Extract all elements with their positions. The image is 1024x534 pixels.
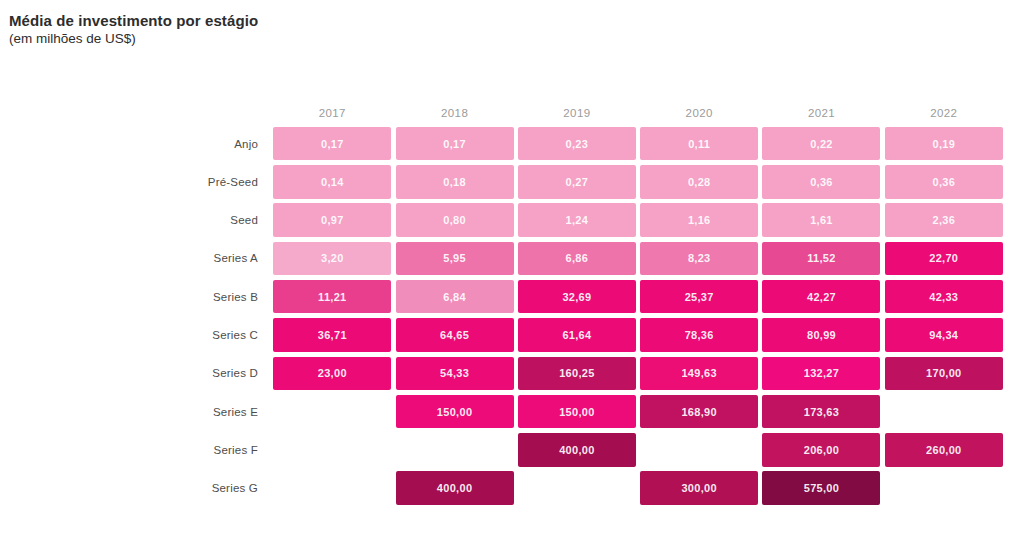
empty-cell-series-g-2017 [273,471,391,505]
cell-series-a-2018: 5,95 [396,242,514,276]
cell-anjo-2022: 0,19 [885,127,1003,161]
heatmap-grid: 201720182019202020212022Anjo0,170,170,23… [10,104,1003,505]
cell-pr-seed-2018: 0,18 [396,165,514,199]
column-header-2019: 2019 [518,104,636,122]
chart-subtitle: (em milhões de US$) [9,31,258,46]
row-label-series-g: Series G [10,471,269,505]
cell-series-f-2019: 400,00 [518,433,636,467]
column-header-2018: 2018 [396,104,514,122]
row-label-series-d: Series D [10,357,269,391]
cell-series-b-2017: 11,21 [273,280,391,314]
cell-series-c-2022: 94,34 [885,318,1003,352]
cell-series-a-2020: 8,23 [640,242,758,276]
empty-cell-series-g-2022 [885,471,1003,505]
column-header-2022: 2022 [885,104,1003,122]
cell-seed-2020: 1,16 [640,203,758,237]
row-label-anjo: Anjo [10,127,269,161]
empty-cell-series-e-2022 [885,395,1003,429]
cell-series-g-2018: 400,00 [396,471,514,505]
cell-pr-seed-2021: 0,36 [762,165,880,199]
cell-series-g-2020: 300,00 [640,471,758,505]
empty-cell-series-f-2017 [273,433,391,467]
cell-pr-seed-2020: 0,28 [640,165,758,199]
cell-anjo-2017: 0,17 [273,127,391,161]
empty-cell-series-f-2018 [396,433,514,467]
cell-series-b-2020: 25,37 [640,280,758,314]
cell-series-c-2019: 61,64 [518,318,636,352]
cell-series-a-2021: 11,52 [762,242,880,276]
cell-anjo-2018: 0,17 [396,127,514,161]
empty-cell-series-f-2020 [640,433,758,467]
cell-seed-2017: 0,97 [273,203,391,237]
cell-series-f-2022: 260,00 [885,433,1003,467]
cell-series-d-2017: 23,00 [273,357,391,391]
row-label-series-e: Series E [10,395,269,429]
cell-series-b-2021: 42,27 [762,280,880,314]
cell-series-e-2018: 150,00 [396,395,514,429]
cell-series-e-2021: 173,63 [762,395,880,429]
row-label-seed: Seed [10,203,269,237]
row-label-series-a: Series A [10,242,269,276]
cell-series-a-2019: 6,86 [518,242,636,276]
cell-series-b-2022: 42,33 [885,280,1003,314]
cell-pr-seed-2017: 0,14 [273,165,391,199]
column-header-2021: 2021 [762,104,880,122]
cell-series-c-2020: 78,36 [640,318,758,352]
grid-corner-spacer [10,104,269,122]
cell-series-e-2019: 150,00 [518,395,636,429]
cell-series-d-2022: 170,00 [885,357,1003,391]
column-header-2017: 2017 [273,104,391,122]
cell-series-c-2021: 80,99 [762,318,880,352]
cell-series-d-2018: 54,33 [396,357,514,391]
cell-series-d-2020: 149,63 [640,357,758,391]
cell-series-g-2021: 575,00 [762,471,880,505]
cell-anjo-2019: 0,23 [518,127,636,161]
title-block: Média de investimento por estágio (em mi… [9,12,258,46]
row-label-pr-seed: Pré-Seed [10,165,269,199]
cell-series-d-2021: 132,27 [762,357,880,391]
column-header-2020: 2020 [640,104,758,122]
cell-seed-2019: 1,24 [518,203,636,237]
cell-series-c-2017: 36,71 [273,318,391,352]
cell-series-a-2017: 3,20 [273,242,391,276]
cell-pr-seed-2019: 0,27 [518,165,636,199]
cell-anjo-2021: 0,22 [762,127,880,161]
cell-series-c-2018: 64,65 [396,318,514,352]
empty-cell-series-e-2017 [273,395,391,429]
cell-pr-seed-2022: 0,36 [885,165,1003,199]
cell-series-f-2021: 206,00 [762,433,880,467]
cell-series-e-2020: 168,90 [640,395,758,429]
row-label-series-b: Series B [10,280,269,314]
cell-series-b-2018: 6,84 [396,280,514,314]
cell-series-b-2019: 32,69 [518,280,636,314]
cell-seed-2018: 0,80 [396,203,514,237]
cell-anjo-2020: 0,11 [640,127,758,161]
row-label-series-f: Series F [10,433,269,467]
empty-cell-series-g-2019 [518,471,636,505]
cell-series-d-2019: 160,25 [518,357,636,391]
cell-seed-2022: 2,36 [885,203,1003,237]
cell-series-a-2022: 22,70 [885,242,1003,276]
row-label-series-c: Series C [10,318,269,352]
chart-title: Média de investimento por estágio [9,12,258,29]
cell-seed-2021: 1,61 [762,203,880,237]
